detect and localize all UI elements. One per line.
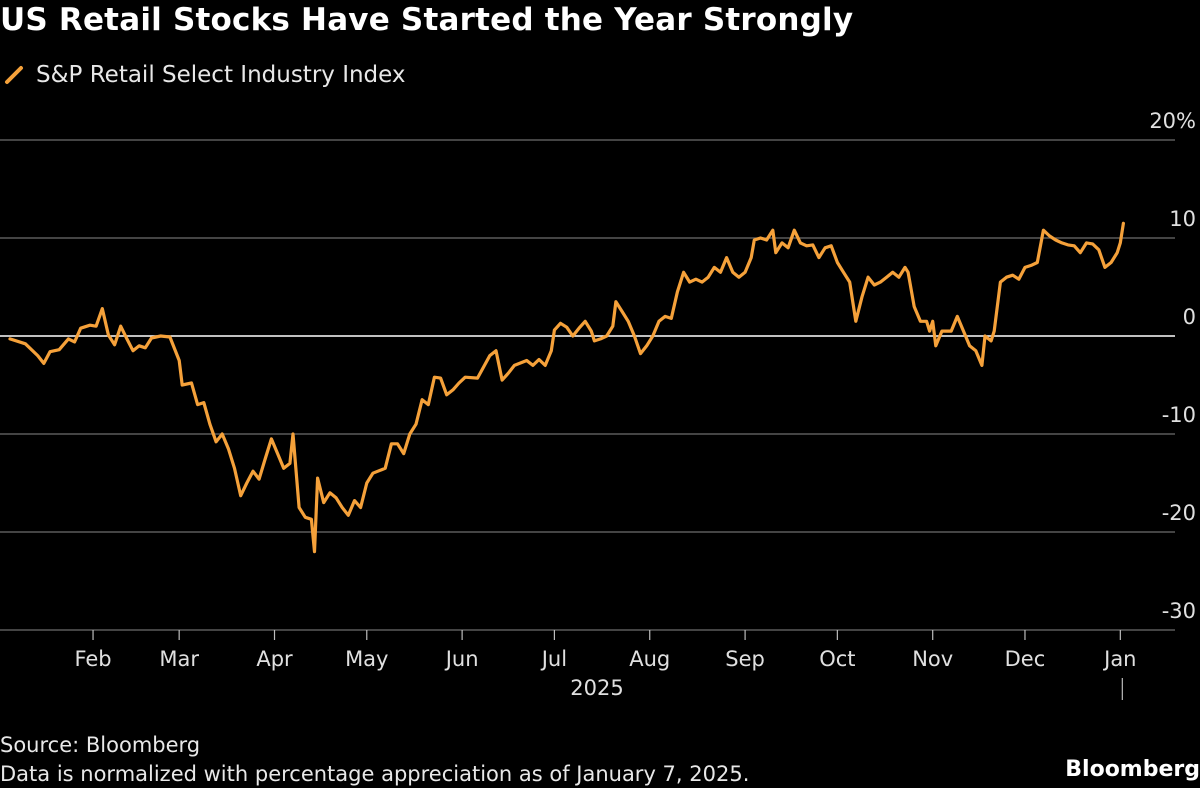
series-line bbox=[8, 221, 1125, 554]
year-label: 2025 bbox=[570, 676, 623, 700]
x-tick-label: Jul bbox=[540, 647, 567, 671]
x-axis bbox=[92, 630, 1123, 700]
gridlines bbox=[0, 139, 1175, 631]
source-note: Source: Bloomberg bbox=[0, 733, 201, 757]
x-tick-label: May bbox=[345, 647, 388, 671]
data-note: Data is normalized with percentage appre… bbox=[0, 762, 750, 786]
x-tick-label: Apr bbox=[256, 647, 293, 671]
tick-labels: 20% 10 0 -10 -20 -30 Feb Mar Apr May Jun Jul Aug Sep O… bbox=[74, 109, 1196, 700]
y-tick-label: 0 bbox=[1183, 305, 1196, 329]
chart-title: US Retail Stocks Have Started the Year S… bbox=[0, 2, 854, 38]
x-tick-label: Feb bbox=[74, 647, 111, 671]
x-tick-label: Jan bbox=[1102, 647, 1136, 671]
legend-line-icon bbox=[5, 66, 23, 84]
y-tick-label: -10 bbox=[1162, 403, 1196, 427]
y-tick-label: -20 bbox=[1162, 501, 1196, 525]
x-tick-label: Mar bbox=[159, 647, 199, 671]
x-tick-label: Jun bbox=[444, 647, 479, 671]
x-tick-label: Sep bbox=[725, 647, 765, 671]
x-tick-label: Nov bbox=[912, 647, 953, 671]
x-tick-label: Dec bbox=[1005, 647, 1046, 671]
legend-label: S&P Retail Select Industry Index bbox=[36, 62, 406, 88]
y-tick-label: -30 bbox=[1162, 599, 1196, 623]
x-tick-label: Oct bbox=[819, 647, 855, 671]
series-layer bbox=[8, 221, 1125, 554]
y-tick-label: 10 bbox=[1169, 207, 1196, 231]
bloomberg-logo: Bloomberg bbox=[1065, 757, 1200, 782]
y-tick-label: 20% bbox=[1149, 109, 1196, 133]
legend: S&P Retail Select Industry Index bbox=[4, 62, 406, 88]
x-tick-label: Aug bbox=[629, 647, 670, 671]
